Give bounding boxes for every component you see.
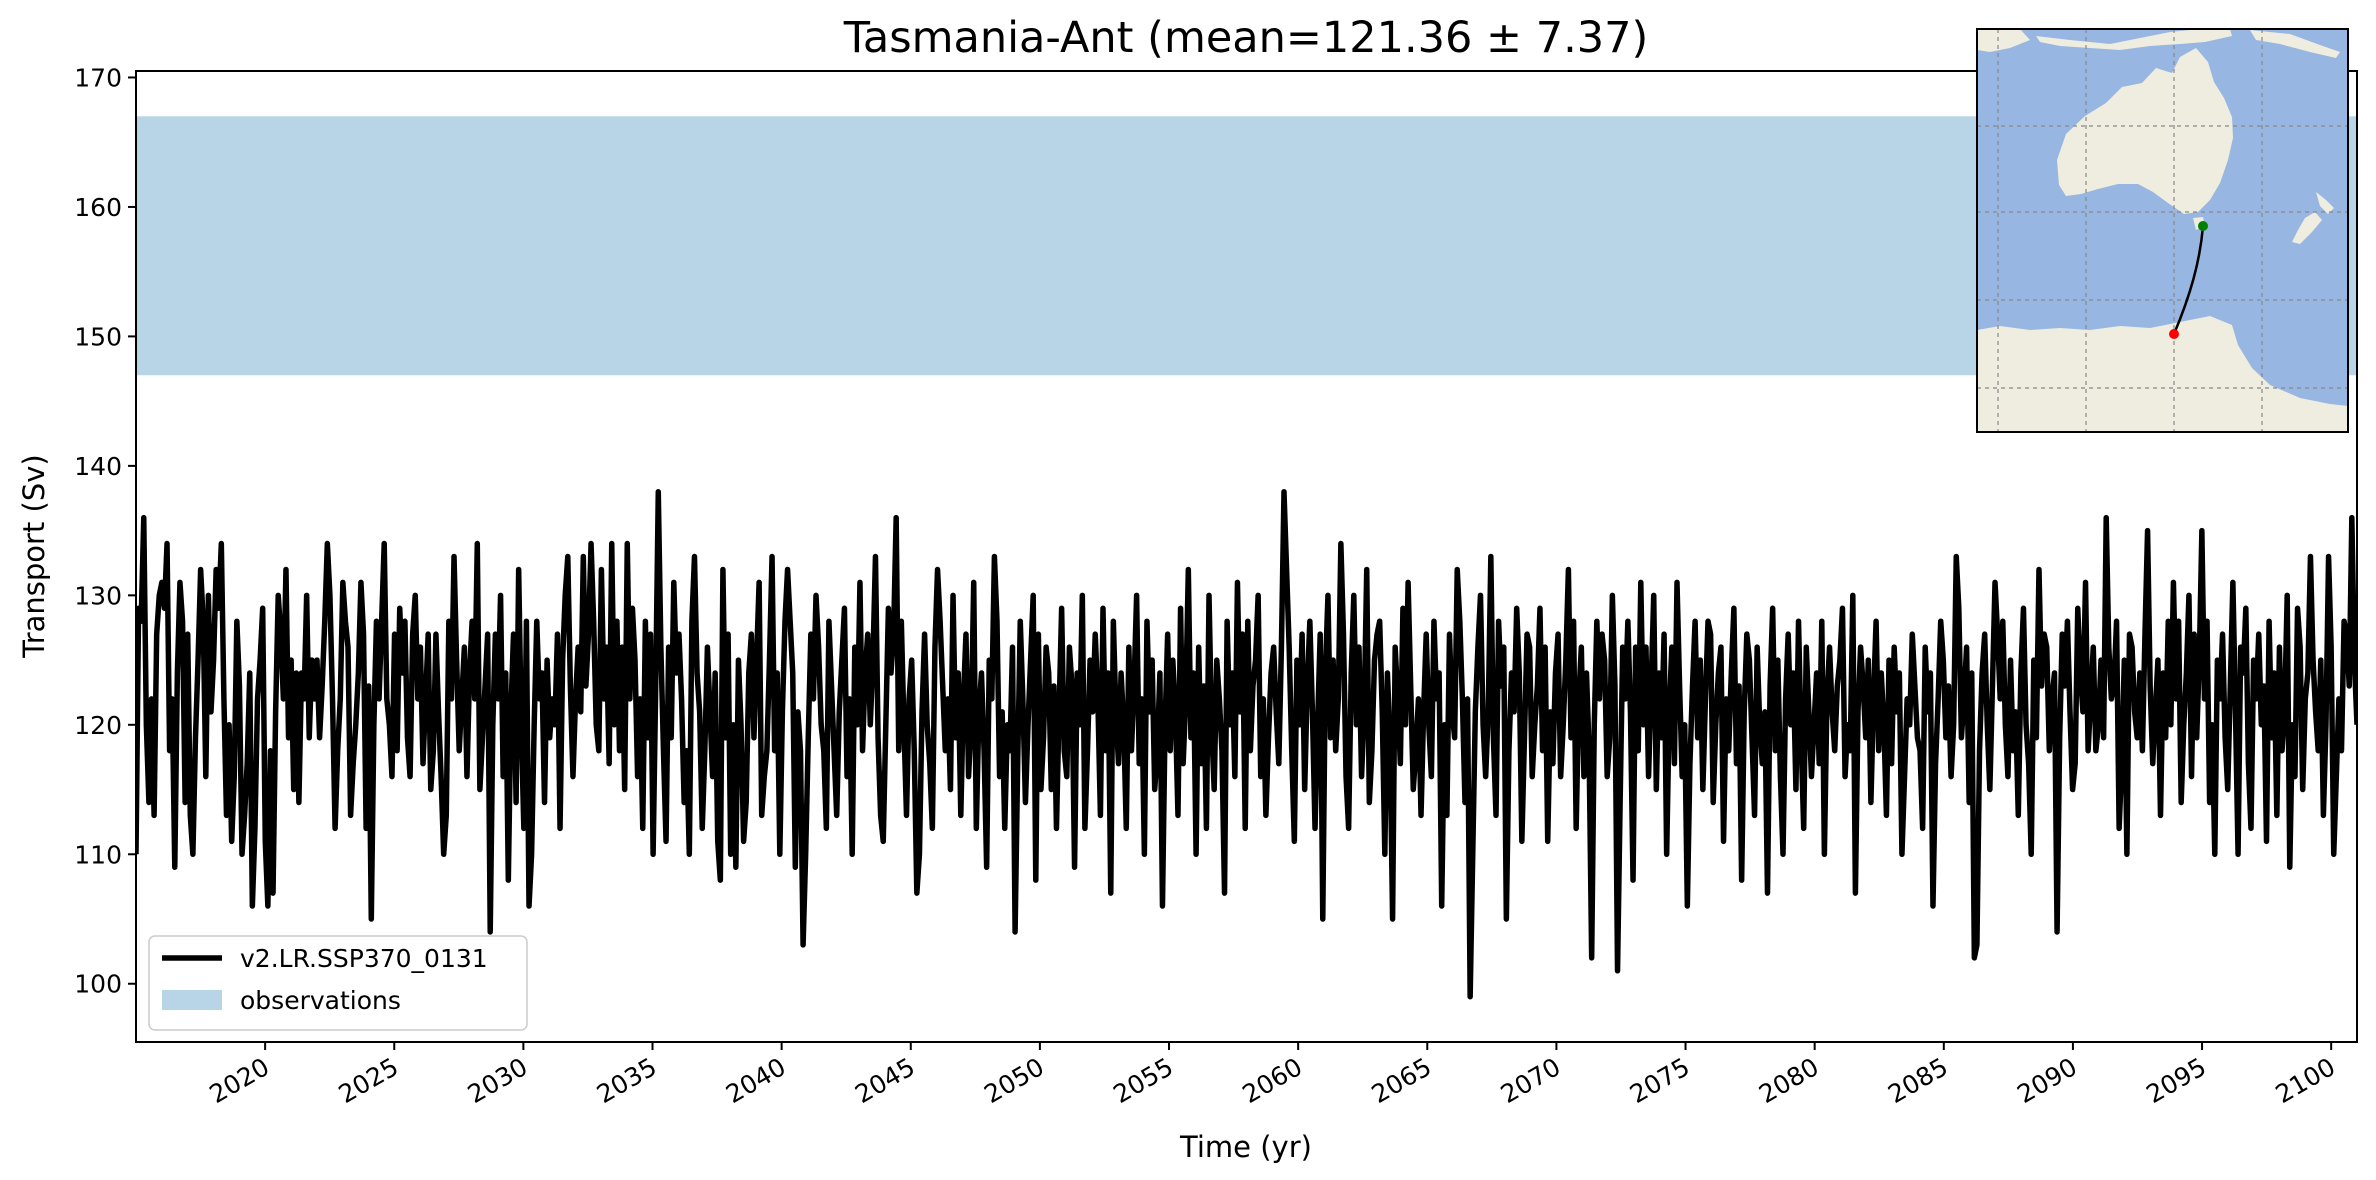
x-tick-label: 2055 bbox=[1108, 1052, 1178, 1109]
y-tick-label: 130 bbox=[74, 581, 122, 610]
x-tick-label: 2050 bbox=[979, 1052, 1049, 1109]
x-tick-label: 2090 bbox=[2012, 1052, 2082, 1109]
legend-swatch-observations bbox=[162, 990, 222, 1010]
map-land-australia bbox=[2057, 48, 2233, 214]
x-axis-label: Time (yr) bbox=[1179, 1130, 1312, 1164]
legend-frame bbox=[148, 935, 528, 1031]
inset-map bbox=[1976, 28, 2349, 433]
chart-title: Tasmania-Ant (mean=121.36 ± 7.37) bbox=[843, 13, 1649, 63]
legend-label-series: v2.LR.SSP370_0131 bbox=[240, 944, 488, 973]
x-axis: 2020 2025 2030 2035 2040 2045 2050 2055 2060 2065… bbox=[205, 1042, 2341, 1109]
x-tick-label: 2080 bbox=[1754, 1052, 1824, 1109]
x-tick-label: 2040 bbox=[721, 1052, 791, 1109]
y-tick-label: 120 bbox=[74, 711, 122, 740]
x-tick-label: 2095 bbox=[2141, 1052, 2211, 1109]
map-section-end-marker bbox=[2169, 329, 2179, 339]
y-tick-label: 170 bbox=[74, 63, 122, 92]
x-tick-label: 2070 bbox=[1496, 1052, 1566, 1109]
plot-frame bbox=[135, 70, 2358, 1043]
x-tick-label: 2025 bbox=[334, 1052, 404, 1109]
map-section-line bbox=[2172, 225, 2205, 335]
map-land-antarctica bbox=[1977, 316, 2348, 432]
inset-map-frame bbox=[1976, 28, 2349, 433]
y-axis: 100 110 120 130 140 150 160 170 bbox=[74, 63, 136, 999]
y-tick-label: 160 bbox=[74, 193, 122, 222]
legend-label-observations: observations bbox=[240, 986, 401, 1015]
x-tick-label: 2060 bbox=[1238, 1052, 1308, 1109]
x-tick-label: 2065 bbox=[1367, 1052, 1437, 1109]
map-gridlines bbox=[1977, 29, 2348, 432]
legend: v2.LR.SSP370_0131 observations bbox=[148, 935, 528, 1031]
x-tick-label: 2100 bbox=[2271, 1052, 2341, 1109]
y-tick-label: 110 bbox=[74, 840, 122, 869]
x-tick-label: 2075 bbox=[1625, 1052, 1695, 1109]
x-tick-label: 2020 bbox=[205, 1052, 275, 1109]
x-tick-label: 2035 bbox=[592, 1052, 662, 1109]
y-tick-label: 150 bbox=[74, 322, 122, 351]
x-tick-label: 2045 bbox=[850, 1052, 920, 1109]
map-land-new-zealand bbox=[2292, 192, 2334, 244]
map-land-asia bbox=[1977, 29, 2340, 58]
map-section-start-marker bbox=[2198, 221, 2208, 231]
x-tick-label: 2030 bbox=[463, 1052, 533, 1109]
y-axis-label: Transport (Sv) bbox=[17, 454, 51, 659]
x-tick-label: 2085 bbox=[1883, 1052, 1953, 1109]
y-tick-label: 140 bbox=[74, 452, 122, 481]
y-tick-label: 100 bbox=[74, 970, 122, 999]
series-line bbox=[136, 489, 2357, 1000]
